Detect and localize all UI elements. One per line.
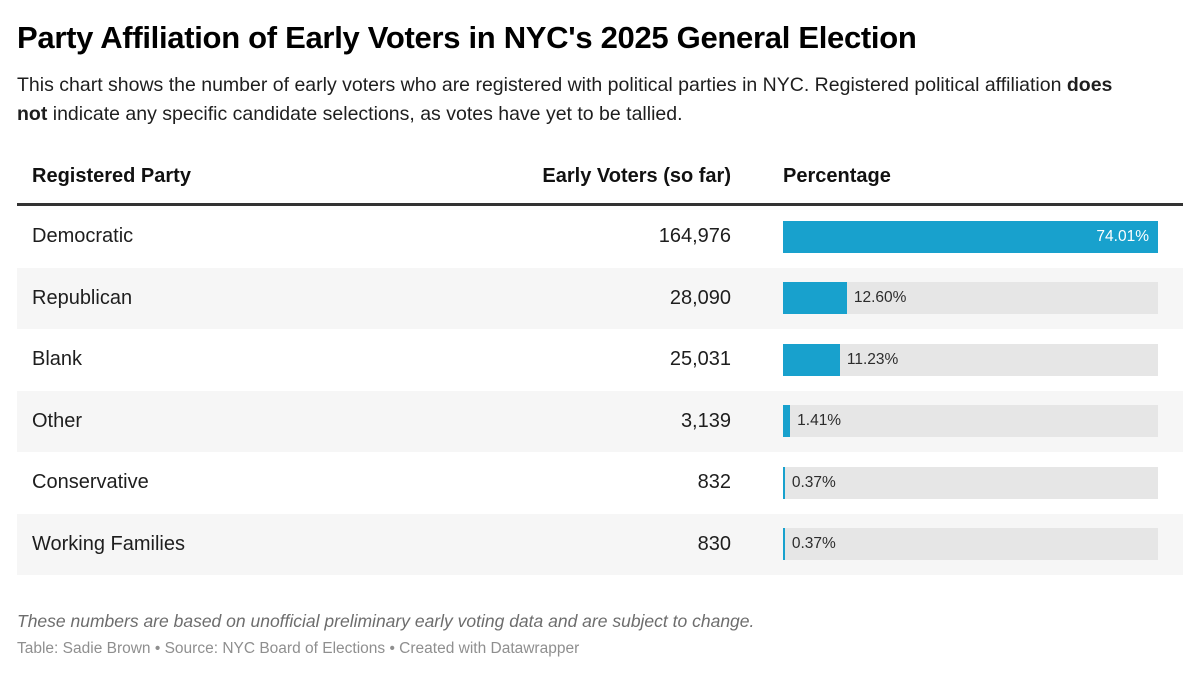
percentage-bar xyxy=(783,528,785,561)
percentage-cell: 0.37% xyxy=(731,528,1183,561)
description-text-before: This chart shows the number of early vot… xyxy=(17,73,1067,96)
bar-track: 11.23% xyxy=(783,343,1158,376)
credit-line: Table: Sadie Brown • Source: NYC Board o… xyxy=(17,640,580,658)
percentage-bar xyxy=(783,282,847,315)
party-name-cell: Democratic xyxy=(32,225,134,248)
percentage-label: 0.37% xyxy=(791,473,836,491)
bar-track: 12.60% xyxy=(783,282,1158,315)
percentage-cell: 1.41% xyxy=(731,405,1183,438)
table-row: Other 3,139 1.41% xyxy=(17,390,1183,453)
party-name-cell: Republican xyxy=(32,286,133,309)
voter-count-cell: 830 xyxy=(697,532,731,555)
party-name-cell: Working Families xyxy=(32,532,185,555)
table-row: Republican 28,090 12.60% xyxy=(17,267,1183,330)
column-header-registered-party: Registered Party xyxy=(32,165,191,188)
bar-track: 1.41% xyxy=(783,405,1158,438)
voter-count-cell: 28,090 xyxy=(669,286,731,309)
percentage-label: 1.41% xyxy=(797,412,842,430)
party-name-cell: Conservative xyxy=(32,471,149,494)
bar-track: 74.01% xyxy=(783,220,1158,253)
percentage-bar xyxy=(783,466,785,499)
percentage-label: 0.37% xyxy=(791,535,836,553)
percentage-cell: 0.37% xyxy=(731,466,1183,499)
percentage-bar xyxy=(783,343,840,376)
chart-description: This chart shows the number of early vot… xyxy=(17,71,1142,130)
voter-count-cell: 832 xyxy=(697,471,731,494)
bar-track: 0.37% xyxy=(783,466,1158,499)
table-row: Working Families 830 0.37% xyxy=(17,513,1183,576)
party-name-cell: Other xyxy=(32,409,83,432)
description-text-after: indicate any specific candidate selectio… xyxy=(47,102,683,125)
description-text-bold: does not xyxy=(17,73,1113,125)
bar-track: 0.37% xyxy=(783,528,1158,561)
percentage-bar xyxy=(783,220,1158,253)
table-row: Conservative 832 0.37% xyxy=(17,452,1183,514)
table-row: Blank 25,031 11.23% xyxy=(17,329,1183,391)
table-body: Democratic 164,976 74.01% Republican 28,… xyxy=(17,206,1183,576)
percentage-cell: 11.23% xyxy=(731,343,1183,376)
percentage-cell: 74.01% xyxy=(731,220,1183,253)
table-row: Democratic 164,976 74.01% xyxy=(17,206,1183,268)
percentage-label: 12.60% xyxy=(853,289,907,307)
voter-count-cell: 3,139 xyxy=(680,409,731,432)
party-name-cell: Blank xyxy=(32,348,83,371)
percentage-label: 74.01% xyxy=(1096,227,1149,245)
footnote: These numbers are based on unofficial pr… xyxy=(17,611,755,632)
percentage-cell: 12.60% xyxy=(731,282,1183,315)
voter-count-cell: 25,031 xyxy=(669,348,731,371)
table-header-row: Registered Party Early Voters (so far) P… xyxy=(17,165,1183,207)
column-header-early-voters: Early Voters (so far) xyxy=(542,165,731,188)
percentage-bar xyxy=(783,405,791,438)
party-affiliation-table: Registered Party Early Voters (so far) P… xyxy=(17,165,1183,576)
voter-count-cell: 164,976 xyxy=(658,225,731,248)
page-title: Party Affiliation of Early Voters in NYC… xyxy=(17,20,917,55)
column-header-percentage: Percentage xyxy=(783,165,891,188)
percentage-label: 11.23% xyxy=(846,350,899,368)
datawrapper-table-chart: Party Affiliation of Early Voters in NYC… xyxy=(17,20,1183,658)
